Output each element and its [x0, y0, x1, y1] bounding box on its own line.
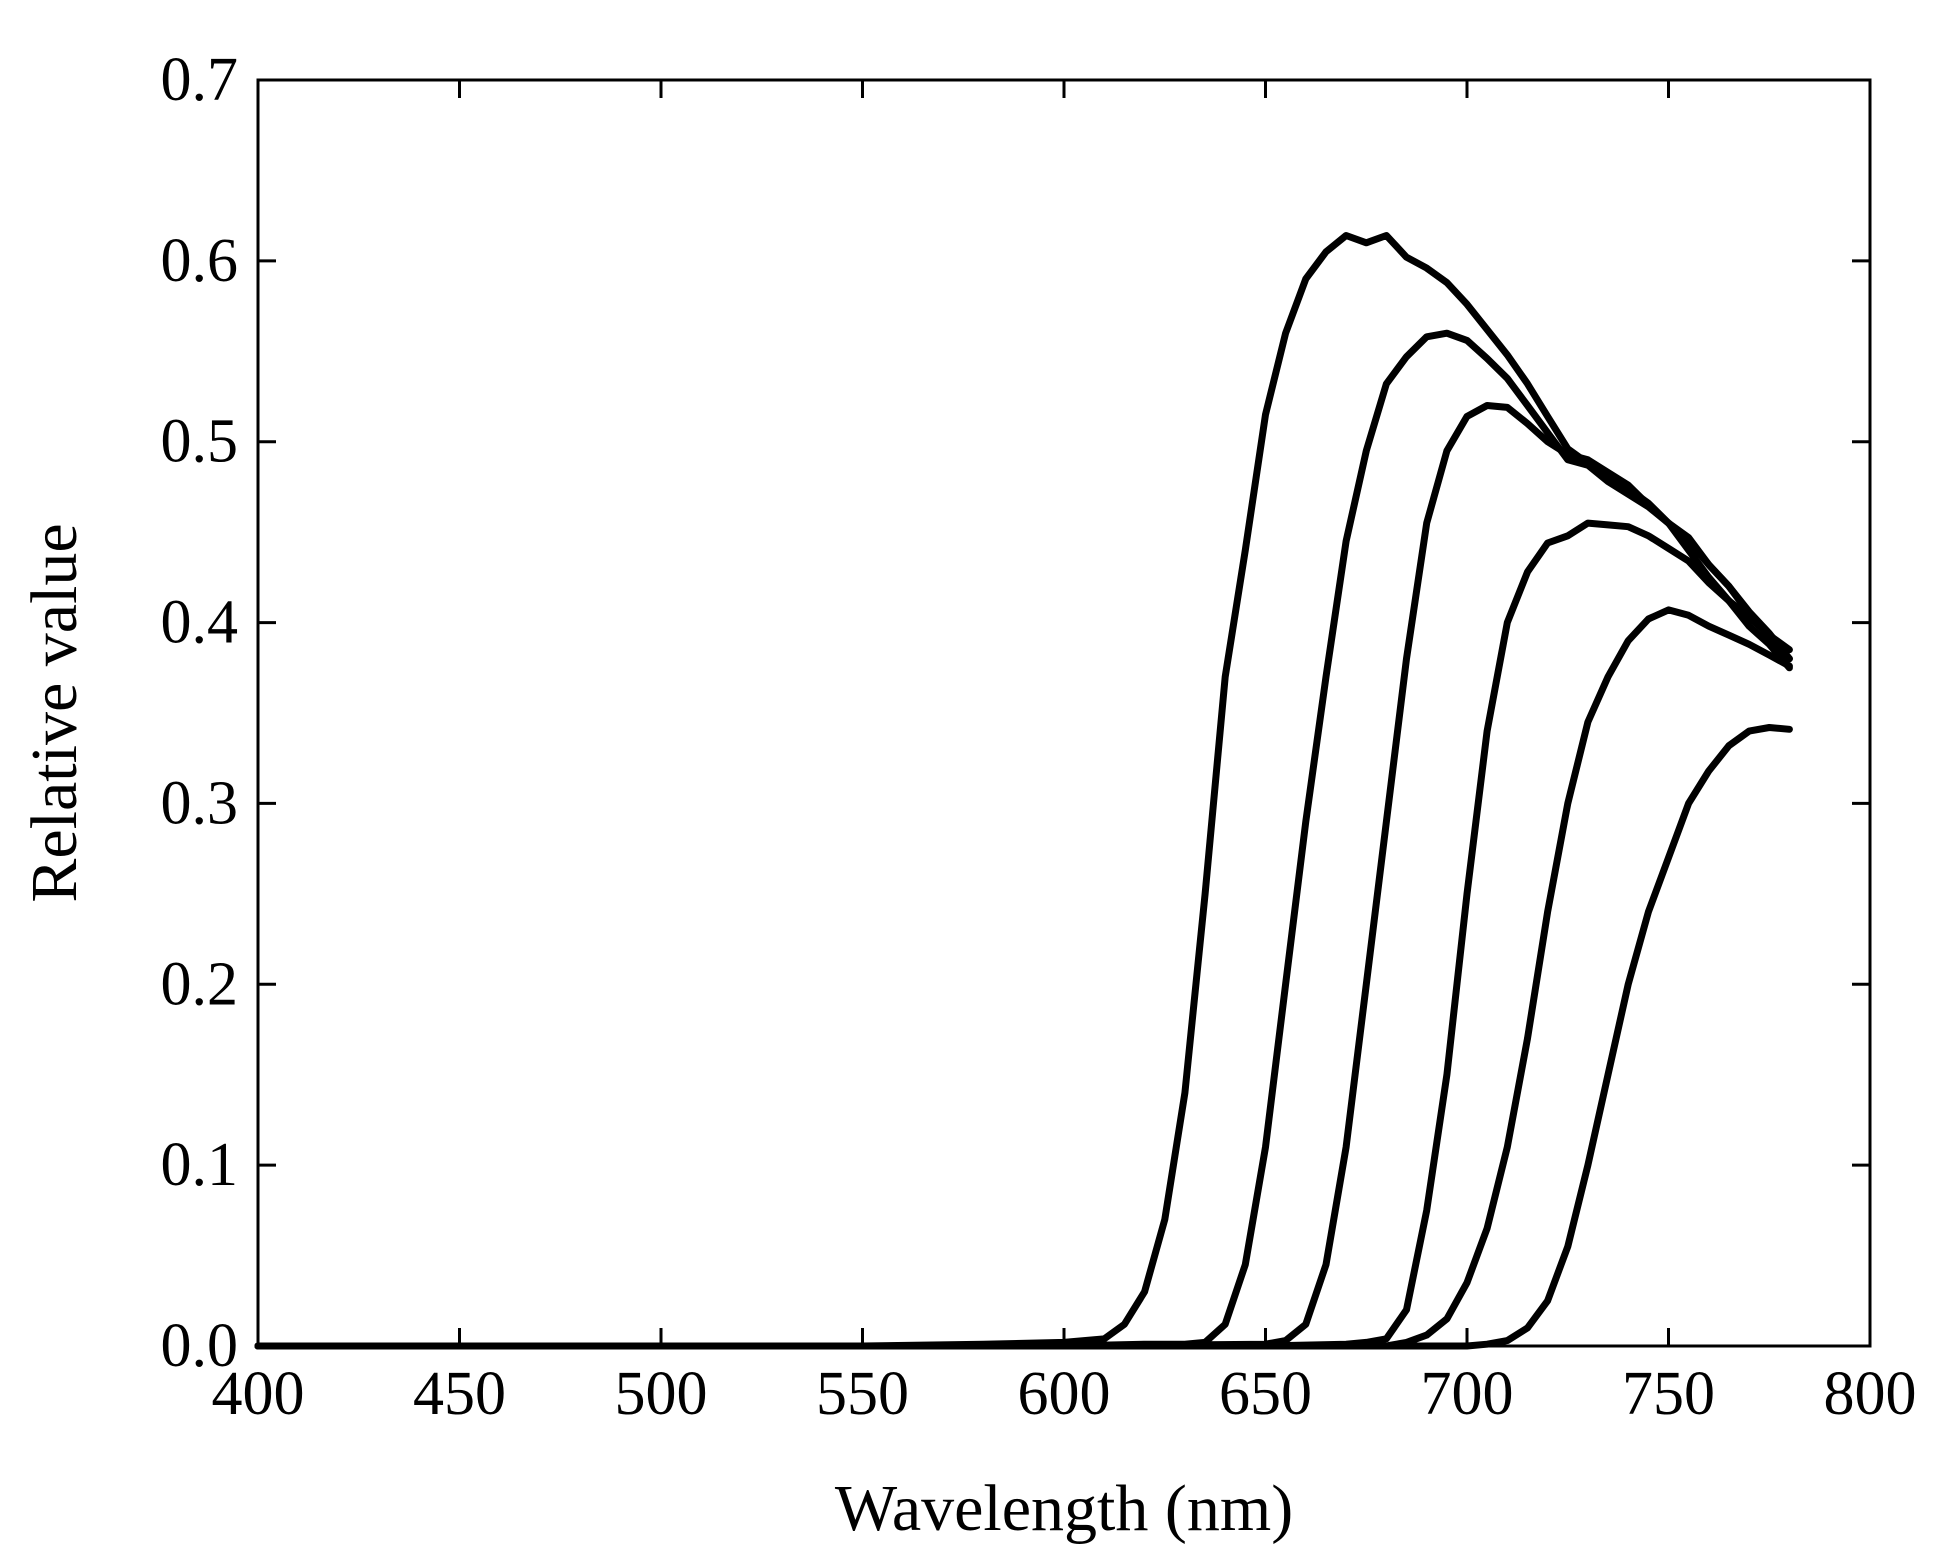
- series-layer: [254, 232, 1793, 1350]
- x-axis-label: Wavelength (nm): [835, 1472, 1293, 1545]
- y-axis-label: Relative value: [18, 523, 91, 902]
- x-tick-label: 750: [1622, 1360, 1715, 1428]
- y-tick-label: 0.5: [161, 408, 239, 476]
- x-tick-label: 600: [1018, 1360, 1111, 1428]
- x-tick-label: 450: [413, 1360, 506, 1428]
- series-line-1: [254, 232, 1793, 1350]
- y-tick-label: 0.3: [161, 769, 239, 837]
- series-line-5: [254, 606, 1793, 1350]
- x-tick-label: 800: [1824, 1360, 1917, 1428]
- y-tick-label: 0.4: [161, 589, 239, 657]
- ticks-layer: 400 450 500 550 600 650 700 750 800 0.0 0.1 0.2 0.3 0…: [161, 46, 1917, 1428]
- x-tick-label: 650: [1219, 1360, 1312, 1428]
- y-tick-label: 0.1: [161, 1131, 239, 1199]
- x-tick-label: 500: [615, 1360, 708, 1428]
- x-tick-label: 400: [212, 1360, 305, 1428]
- series-line-3: [254, 402, 1793, 1350]
- series-line-4: [254, 519, 1793, 1350]
- series-line-6: [254, 724, 1793, 1350]
- y-tick-label: 0.2: [161, 950, 239, 1018]
- y-tick-label: 0.0: [161, 1312, 239, 1380]
- y-tick-label: 0.6: [161, 227, 239, 295]
- y-tick-label: 0.7: [161, 46, 239, 114]
- x-tick-label: 550: [816, 1360, 909, 1428]
- plot-frame: [256, 78, 1872, 1348]
- x-tick-label: 700: [1421, 1360, 1514, 1428]
